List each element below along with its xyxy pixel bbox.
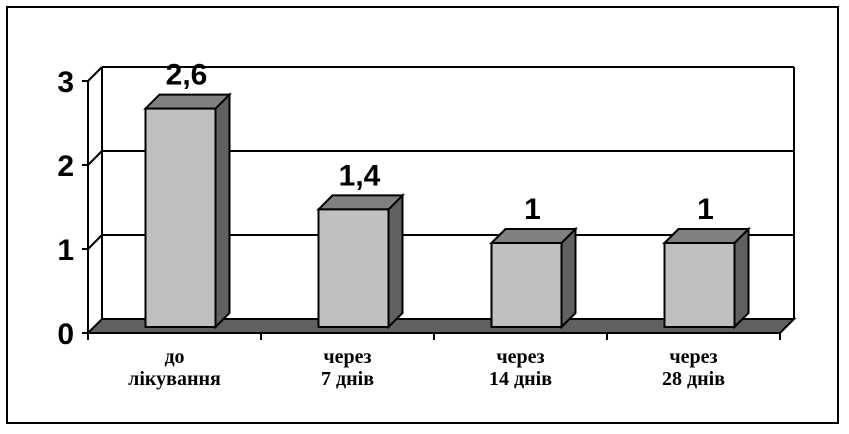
x-category-label: через xyxy=(496,346,544,368)
bar-side xyxy=(214,92,231,330)
x-category-label: до xyxy=(164,346,184,368)
x-category-label: через xyxy=(669,346,717,368)
gridline-side xyxy=(87,150,103,166)
data-label: 1,4 xyxy=(339,159,381,192)
data-label: 1 xyxy=(697,193,714,226)
y-tick-label: 3 xyxy=(57,66,74,99)
data-label: 1 xyxy=(524,193,541,226)
bar xyxy=(317,208,390,328)
bar-top xyxy=(143,93,232,110)
x-category-label: 28 днів xyxy=(662,368,725,390)
bar-top xyxy=(316,194,405,211)
x-category-label: 14 днів xyxy=(489,368,552,390)
bar-side xyxy=(560,226,577,330)
bar xyxy=(663,242,736,328)
y-tick-label: 0 xyxy=(57,318,74,351)
bar-side xyxy=(387,192,404,330)
x-category-label: через xyxy=(323,346,371,368)
gridline-side xyxy=(87,234,103,250)
y-tick-label: 1 xyxy=(57,234,74,267)
bar-top xyxy=(662,228,751,244)
y-tick-label: 2 xyxy=(57,150,74,183)
x-category-label: лікування xyxy=(128,368,221,390)
gridline-side xyxy=(87,66,103,82)
bar xyxy=(490,242,563,328)
bar-side xyxy=(733,226,750,330)
x-category-label: 7 днів xyxy=(321,368,374,390)
bar-top xyxy=(489,228,578,244)
bar xyxy=(144,107,217,328)
data-label: 2,6 xyxy=(166,59,208,92)
